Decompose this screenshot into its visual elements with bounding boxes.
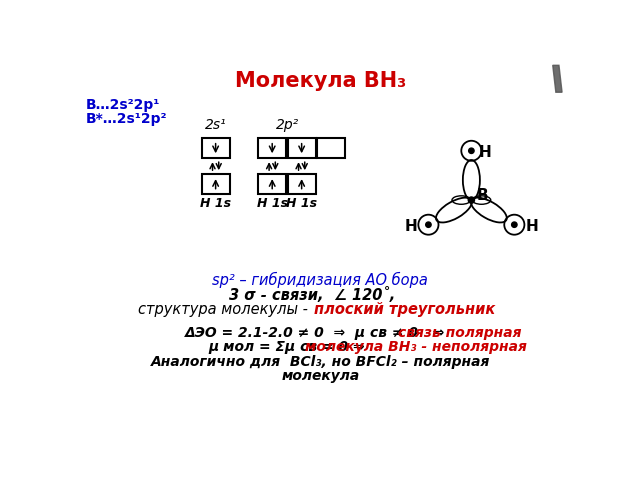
Text: молекула BH₃ - неполярная: молекула BH₃ - неполярная	[305, 340, 527, 354]
Text: H 1s: H 1s	[257, 197, 288, 210]
Text: 3 σ - связи,  ∠ 120˚,: 3 σ - связи, ∠ 120˚,	[229, 287, 396, 303]
Text: H 1s: H 1s	[200, 197, 231, 210]
Text: В*…2s¹2p²: В*…2s¹2p²	[86, 111, 168, 125]
Circle shape	[468, 148, 474, 154]
Bar	[259, 174, 286, 194]
Circle shape	[426, 222, 431, 228]
Text: 2s¹: 2s¹	[205, 118, 227, 132]
Text: В…2s²2p¹: В…2s²2p¹	[86, 97, 161, 112]
Text: H: H	[405, 219, 417, 234]
Circle shape	[511, 222, 517, 228]
Bar	[288, 138, 316, 158]
Bar	[288, 174, 316, 194]
Text: ΔЭО = 2.1-2.0 ≠ 0  ⇒  μ св ≠ 0   ⇒: ΔЭО = 2.1-2.0 ≠ 0 ⇒ μ св ≠ 0 ⇒	[185, 325, 455, 339]
Text: B: B	[477, 188, 488, 203]
Text: плоский треугольник: плоский треугольник	[314, 302, 495, 317]
Text: H: H	[479, 145, 492, 160]
Text: молекула: молекула	[281, 370, 360, 384]
Text: структура молекулы -: структура молекулы -	[138, 302, 312, 317]
Text: H: H	[525, 219, 538, 234]
Polygon shape	[553, 65, 562, 92]
Text: Молекула BH₃: Молекула BH₃	[235, 72, 406, 92]
Bar	[259, 138, 286, 158]
Text: связь полярная: связь полярная	[398, 325, 522, 339]
Bar	[317, 138, 345, 158]
Circle shape	[468, 197, 474, 203]
Bar	[202, 174, 230, 194]
Text: μ мол = Σμ св = 0 ⇒: μ мол = Σμ св = 0 ⇒	[208, 340, 369, 354]
Text: H 1s: H 1s	[286, 197, 317, 210]
Text: sp² – гибридизация АО бора: sp² – гибридизация АО бора	[212, 272, 428, 288]
Text: 2p²: 2p²	[276, 118, 300, 132]
Text: Аналогично для  BCl₃, но BFCl₂ – полярная: Аналогично для BCl₃, но BFCl₂ – полярная	[150, 355, 490, 369]
Bar	[202, 138, 230, 158]
